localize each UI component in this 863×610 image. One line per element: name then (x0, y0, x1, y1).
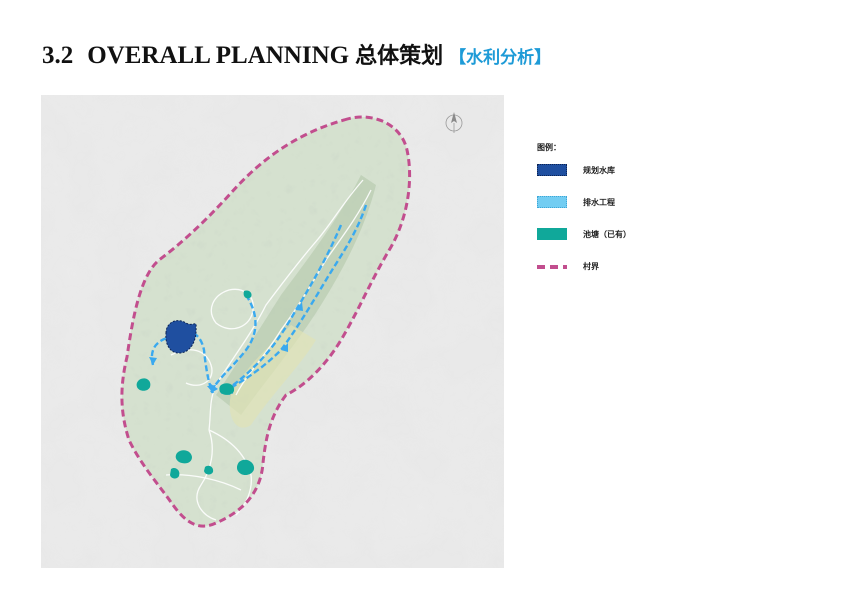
legend-item-drainage: 排水工程 (537, 196, 615, 208)
legend-title: 图例： (537, 143, 561, 152)
page-title: OVERALL PLANNING (87, 42, 350, 69)
pond (219, 383, 235, 395)
legend-item-pond: 池塘（已有） (537, 228, 631, 240)
legend-item-village-boundary: 村界 (537, 261, 599, 272)
ponds (136, 290, 255, 479)
page-header: 3.2 OVERALL PLANNING 总体策划 【水利分析】 (42, 38, 551, 72)
legend-label: 排水工程 (583, 197, 615, 207)
reservoir-swatch-icon (537, 164, 567, 176)
pond (175, 450, 192, 464)
village-boundary-swatch-icon (537, 264, 567, 269)
pond (170, 467, 180, 479)
drainage-swatch-icon (537, 196, 567, 208)
page-title-chinese: 总体策划 (355, 44, 444, 69)
map-canvas (41, 95, 504, 568)
pond (236, 459, 255, 476)
section-number: 3.2 (42, 42, 74, 69)
pond-swatch-icon (537, 228, 567, 240)
planned-reservoir (165, 320, 197, 354)
pond (204, 465, 214, 475)
legend-label: 村界 (583, 262, 599, 271)
map-legend: 图例： 规划水库 排水工程 池塘（已有） 村界 (537, 142, 687, 271)
legend-item-reservoir: 规划水库 (537, 164, 615, 176)
page-subtitle: 【水利分析】 (449, 48, 552, 68)
legend-label: 规划水库 (583, 165, 615, 175)
pond (136, 378, 151, 391)
site-map (41, 95, 504, 568)
legend-label: 池塘（已有） (583, 229, 631, 239)
pond (243, 290, 252, 299)
north-arrow-icon (445, 112, 463, 133)
village-boundary (120, 115, 412, 528)
